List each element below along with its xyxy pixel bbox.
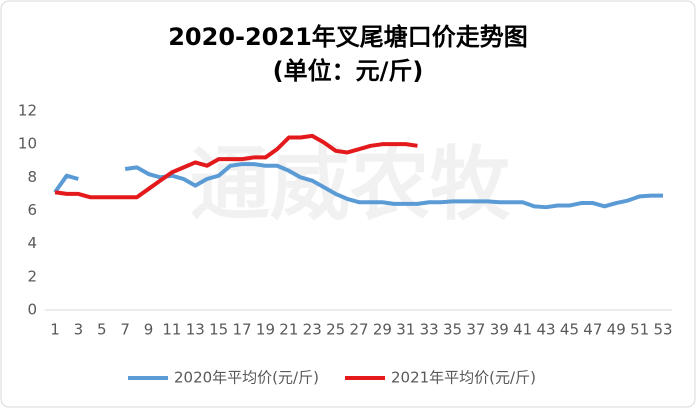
x-tick-label: 7 (120, 321, 130, 339)
x-tick-label: 47 (583, 321, 602, 339)
y-tick-label: 6 (27, 201, 37, 219)
x-tick-label: 9 (144, 321, 154, 339)
x-tick-label: 19 (256, 321, 275, 339)
x-tick-label: 53 (653, 321, 672, 339)
x-tick-label: 35 (443, 321, 462, 339)
series-line (54, 133, 418, 200)
y-tick-label: 10 (18, 135, 37, 153)
x-tick-label: 21 (279, 321, 298, 339)
x-tick-label: 33 (420, 321, 439, 339)
x-tick-label: 41 (513, 321, 532, 339)
x-tick-label: 29 (373, 321, 392, 339)
x-tick-label: 27 (349, 321, 368, 339)
x-tick-label: 5 (97, 321, 107, 339)
x-tick-label: 51 (630, 321, 649, 339)
x-tick-label: 1 (50, 321, 60, 339)
x-tick-label: 45 (560, 321, 579, 339)
chart-title: 2020-2021年叉尾塘口价走势图 (168, 23, 528, 51)
x-tick-label: 23 (303, 321, 322, 339)
x-tick-label: 17 (233, 321, 252, 339)
y-tick-label: 4 (27, 234, 37, 252)
y-tick-label: 2 (27, 267, 37, 285)
x-tick-label: 37 (466, 321, 485, 339)
legend-label: 2020年平均价(元/斤) (174, 369, 319, 387)
chart-subtitle: (单位：元/斤) (273, 57, 424, 85)
x-tick-label: 31 (396, 321, 415, 339)
x-tick-label: 39 (490, 321, 509, 339)
y-tick-label: 0 (27, 301, 37, 319)
x-tick-label: 13 (186, 321, 205, 339)
y-tick-label: 12 (18, 102, 37, 120)
x-tick-label: 25 (326, 321, 345, 339)
x-tick-label: 43 (537, 321, 556, 339)
x-tick-label: 11 (162, 321, 181, 339)
series-line (53, 162, 663, 210)
y-tick-label: 8 (27, 168, 37, 186)
x-tick-label: 49 (607, 321, 626, 339)
legend-label: 2021年平均价(元/斤) (391, 369, 536, 387)
x-tick-label: 3 (74, 321, 84, 339)
x-tick-label: 15 (209, 321, 228, 339)
